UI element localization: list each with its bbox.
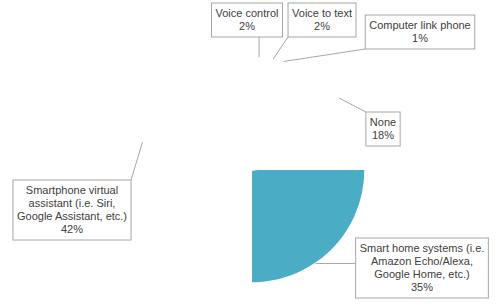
- pie: [252, 170, 365, 283]
- leader-line: [339, 98, 366, 112]
- category-label-line: Voice control: [216, 7, 279, 19]
- category-label: Voice control: [216, 7, 279, 19]
- category-label-line: Google Home, etc.): [374, 268, 469, 280]
- callout: Voice control2%: [212, 3, 283, 37]
- category-label: Smartphone virtualassistant (i.e. Siri,G…: [17, 184, 127, 222]
- leader-line: [316, 263, 356, 264]
- callout-box: [365, 15, 475, 49]
- chart: Voice control2%Voice to text2%Computer l…: [0, 0, 500, 304]
- callout-box: [288, 3, 356, 37]
- callout: Voice to text2%: [288, 3, 356, 37]
- pie-slice: [252, 170, 365, 283]
- callout-box: [366, 112, 400, 146]
- callout: Smart home systems (i.e.Amazon Echo/Alex…: [356, 238, 489, 298]
- leader-line: [131, 142, 143, 180]
- category-label-line: Smartphone virtual: [26, 184, 118, 196]
- value-label: 2%: [314, 20, 330, 32]
- value-label: 42%: [61, 223, 83, 235]
- category-label-line: None: [370, 116, 396, 128]
- callout-box: [356, 238, 489, 298]
- callout: None18%: [366, 112, 400, 146]
- leader-line: [273, 37, 288, 59]
- value-label: 18%: [372, 129, 394, 141]
- callout: Smartphone virtualassistant (i.e. Siri,G…: [13, 180, 131, 240]
- callout-box: [13, 180, 131, 240]
- value-label: 1%: [412, 32, 428, 44]
- value-label: 35%: [411, 281, 433, 293]
- category-label-line: Computer link phone: [369, 19, 471, 31]
- value-label: 2%: [239, 20, 255, 32]
- category-label-line: assistant (i.e. Siri,: [29, 197, 116, 209]
- callout: Computer link phone1%: [365, 15, 475, 49]
- category-label: None: [370, 116, 396, 128]
- category-label: Voice to text: [292, 7, 352, 19]
- leader-line: [259, 37, 260, 57]
- category-label: Computer link phone: [369, 19, 471, 31]
- category-label-line: Google Assistant, etc.): [17, 210, 127, 222]
- callout-box: [212, 3, 283, 37]
- category-label: Smart home systems (i.e.Amazon Echo/Alex…: [360, 242, 485, 280]
- category-label-line: Voice to text: [292, 7, 352, 19]
- data-labels: Voice control2%Voice to text2%Computer l…: [13, 3, 488, 298]
- category-label-line: Amazon Echo/Alexa,: [371, 255, 473, 267]
- leader-line: [284, 49, 366, 61]
- category-label-line: Smart home systems (i.e.: [360, 242, 485, 254]
